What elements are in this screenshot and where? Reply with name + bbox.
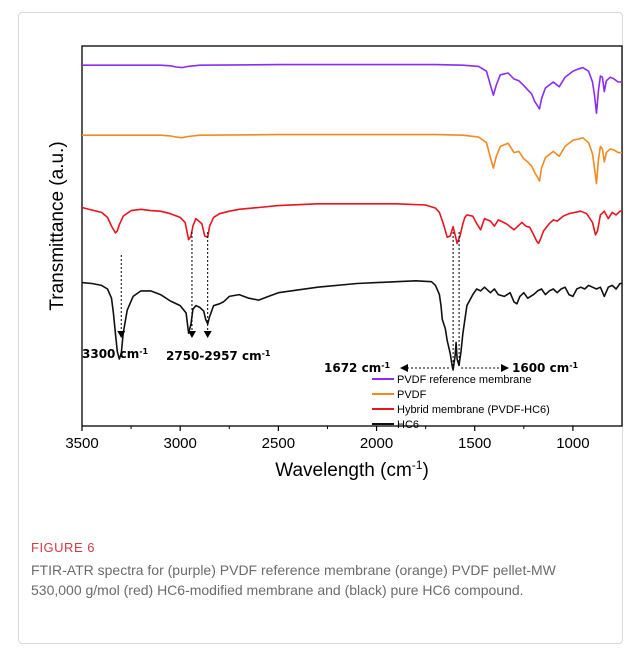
figure-card — [18, 12, 623, 644]
legend-item-hybrid-membrane-pvdf-hc6: Hybrid membrane (PVDF-HC6) — [397, 404, 550, 416]
figure-label: FIGURE 6 — [31, 540, 95, 555]
x-tick-label: 1500 — [458, 435, 491, 452]
legend-item-pvdf: PVDF — [397, 389, 427, 401]
y-axis-label: Transmittance (a.u.) — [47, 141, 68, 310]
annotation-label: 1672 cm-1 — [324, 361, 391, 376]
x-tick-label: 2500 — [262, 435, 295, 452]
x-axis-label: Wavelength (cm-1) — [275, 458, 429, 481]
x-tick-label: 1000 — [556, 435, 589, 452]
legend-item-pvdf-reference-membrane: PVDF reference membrane — [397, 374, 532, 386]
legend-item-hc6: HC6 — [397, 419, 419, 431]
plot-frame — [81, 45, 623, 427]
x-tick-label: 3000 — [163, 435, 196, 452]
series-line-hybrid-membrane-pvdf-hc6 — [81, 203, 622, 245]
x-tick-label: 3500 — [65, 435, 98, 452]
arrow-1672 — [400, 364, 408, 372]
annotation-label: 2750-2957 cm-1 — [166, 349, 271, 364]
arrow-2957 — [187, 331, 196, 338]
arrow-2850 — [203, 331, 212, 338]
series-line-pvdf-reference-membrane — [82, 63, 622, 114]
figure-caption: FTIR-ATR spectra for (purple) PVDF refer… — [31, 562, 556, 598]
ftir-chart: 3500 3000 2500 2000 1500 1000 Wavelength (cm-1… — [47, 45, 623, 481]
annotation-label: 1600 cm-1 — [512, 361, 579, 376]
series-line-hc6 — [81, 279, 622, 371]
series-line-pvdf — [82, 133, 622, 185]
x-tick-label: 2000 — [360, 435, 393, 452]
annotation-label: 3300 cm-1 — [82, 347, 149, 362]
arrow-3300 — [117, 331, 126, 338]
arrow-1600 — [501, 364, 509, 372]
